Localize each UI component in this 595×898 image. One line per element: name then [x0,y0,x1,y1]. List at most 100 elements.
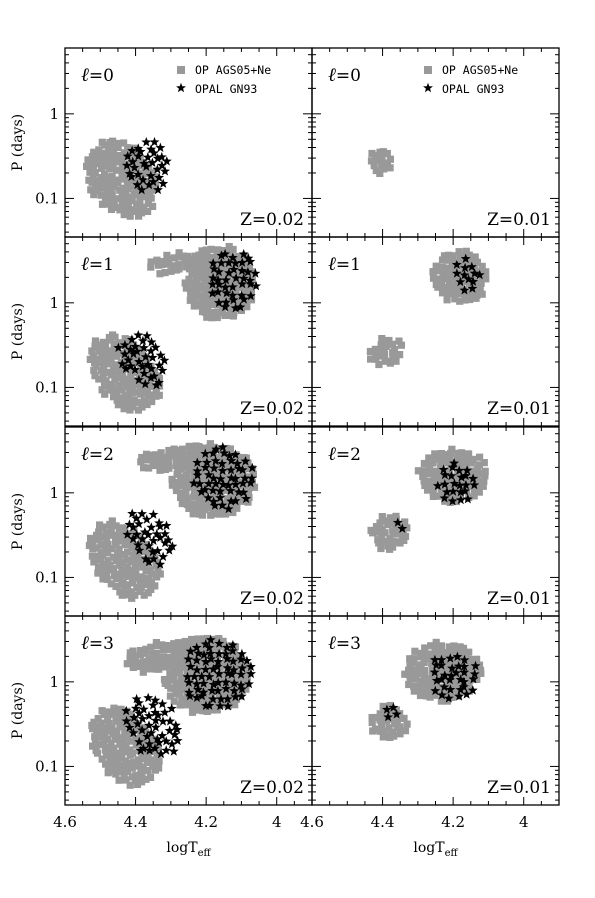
op-point [450,656,458,664]
op-point [181,681,189,689]
opal-point [230,479,241,489]
op-point [446,476,454,484]
opal-point [206,653,216,664]
opal-point [445,653,456,663]
op-point [146,190,154,198]
op-point [460,252,468,260]
op-point [123,660,131,668]
op-point [91,342,99,350]
op-point [110,744,118,752]
op-point [419,472,427,480]
op-point [105,147,113,155]
op-point [99,575,107,583]
op-point [455,248,463,256]
opal-point [157,365,168,375]
op-point [110,197,118,205]
opal-point [184,687,195,697]
op-point [431,644,439,652]
degree-symbol: ℓ [328,443,336,465]
op-point [375,347,383,355]
op-point [157,449,165,457]
opal-point [158,716,168,726]
opal-point [155,350,166,360]
op-point [396,539,404,547]
op-point [139,658,147,666]
op-point [94,187,102,195]
opal-point [155,532,166,543]
op-point [112,368,120,376]
op-point [130,527,138,536]
opal-point [143,529,154,540]
op-point [137,731,145,739]
op-point [420,459,428,468]
opal-point [215,700,226,711]
op-point [406,661,414,669]
opal-point [128,533,139,544]
panel-4: 1 0.1 ℓ=2 Z=0.02 [35,426,313,617]
op-point [113,352,121,360]
op-point [420,667,429,675]
op-point [245,264,253,272]
opal-point [451,268,462,278]
degree-value: =2 [89,445,114,465]
op-point [95,146,103,154]
opal-point [154,517,165,528]
op-point [211,635,219,643]
op-point [389,543,397,551]
opal-point [397,523,408,533]
x-tick-label: 4.6 [53,813,77,831]
op-point [464,671,472,679]
legend-marker-opal [423,82,433,93]
op-point [199,476,207,484]
op-point [472,294,480,302]
y-tick-label: 0.1 [35,757,59,775]
op-point [221,499,229,507]
op-point [198,646,206,654]
opal-point [119,349,130,359]
opal-point [191,655,202,665]
op-point [455,671,463,679]
opal-point [139,368,150,378]
op-point [389,351,397,359]
opal-point [429,667,440,677]
opal-point [138,342,149,353]
op-point [222,461,230,469]
opal-point [439,493,450,503]
y-tick-label: 0.1 [35,189,59,207]
opal-point [159,355,170,365]
op-point [225,311,233,319]
op-point [112,541,120,549]
op-point [388,707,396,715]
op-point [169,262,177,270]
op-point [185,442,193,450]
op-point [142,170,151,178]
op-point [91,733,99,741]
opal-point [127,508,138,518]
op-point [386,155,394,163]
opal-point [121,716,132,726]
op-point [147,258,155,266]
opal-point [242,267,253,277]
op-point [186,257,194,266]
opal-point [381,704,392,714]
opal-point [129,162,140,172]
op-point [381,350,389,358]
op-point [378,155,386,163]
opal-point [210,455,221,466]
opal-point [192,664,202,675]
opal-point [155,521,166,531]
op-point [376,169,384,177]
opal-point [452,651,463,662]
op-point [109,758,117,766]
opal-point [213,677,224,687]
op-point [412,675,420,683]
op-point [456,262,464,270]
opal-point [212,286,223,297]
opal-point [459,654,470,665]
opal-point [221,297,232,307]
opal-point [144,720,154,730]
opal-point [152,734,163,744]
op-point [190,493,198,501]
op-point [392,516,400,524]
op-point [116,186,124,194]
